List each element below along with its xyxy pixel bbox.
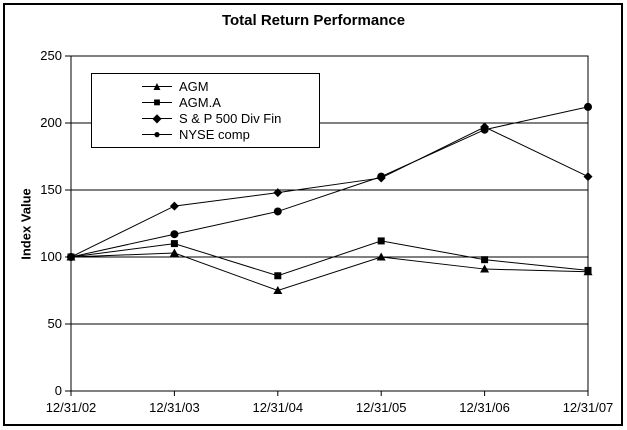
series-line	[70, 126, 589, 258]
circle-marker-icon: ●	[142, 128, 172, 141]
svg-text:200: 200	[40, 115, 62, 130]
legend-label: S & P 500 Div Fin	[179, 111, 282, 127]
legend-item: ▲ AGM	[142, 79, 319, 94]
x-tick-label: 12/31/02	[46, 400, 97, 415]
svg-text:0: 0	[55, 383, 62, 398]
legend-label: AGM.A	[179, 94, 221, 110]
svg-text:250: 250	[40, 48, 62, 63]
x-tick-label: 12/31/03	[149, 400, 200, 415]
svg-text:100: 100	[40, 249, 62, 264]
square-marker-icon: ■	[142, 95, 172, 109]
series-line	[70, 252, 589, 292]
diamond-marker-icon: ◆	[142, 112, 172, 125]
svg-text:150: 150	[40, 182, 62, 197]
legend-item: ■ AGM.A	[142, 95, 319, 110]
series-line	[70, 106, 589, 258]
svg-text:50: 50	[48, 316, 62, 331]
legend-label: AGM	[179, 78, 209, 94]
chart-title: Total Return Performance	[221, 12, 406, 29]
x-tick-label: 12/31/06	[459, 400, 510, 415]
series-line	[70, 240, 589, 277]
chart-legend: ▲ AGM ■ AGM.A ◆ S & P 500 Div Fin ● NYSE…	[91, 73, 320, 148]
x-tick-label: 12/31/05	[356, 400, 407, 415]
triangle-marker-icon: ▲	[142, 79, 172, 93]
legend-item: ◆ S & P 500 Div Fin	[142, 111, 319, 126]
legend-label: NYSE comp	[179, 127, 250, 143]
x-tick-label: 12/31/04	[252, 400, 303, 415]
legend-item: ● NYSE comp	[142, 127, 319, 142]
x-tick-label: 12/31/07	[563, 400, 614, 415]
